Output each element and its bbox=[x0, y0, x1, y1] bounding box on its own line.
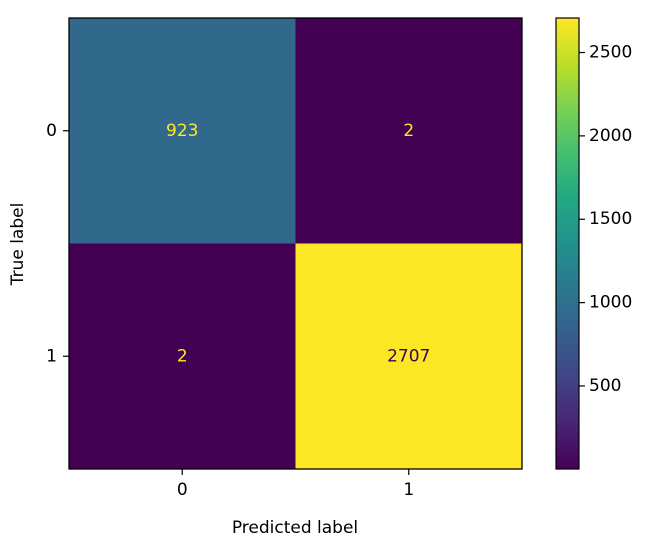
cell-value-label: 2707 bbox=[387, 346, 430, 366]
cell-value-label: 2 bbox=[403, 121, 414, 141]
colorbar-tick-label: 1500 bbox=[589, 209, 632, 229]
x-tick-label: 0 bbox=[177, 480, 188, 500]
cell-value-label: 2 bbox=[177, 346, 188, 366]
heatmap-cells bbox=[69, 18, 523, 470]
colorbar-tick-label: 1000 bbox=[589, 293, 632, 313]
heatmap-cell bbox=[295, 18, 523, 244]
y-tick-label: 1 bbox=[46, 346, 57, 366]
colorbar: 500 1000 1500 2000 2500 bbox=[555, 17, 632, 470]
colorbar-frame bbox=[555, 17, 580, 470]
colorbar-tick-label: 500 bbox=[589, 376, 621, 396]
y-axis: 0 1 True label bbox=[8, 121, 69, 366]
x-axis-label: Predicted label bbox=[232, 518, 358, 538]
colorbar-tick-label: 2500 bbox=[589, 43, 632, 63]
plot-frame bbox=[68, 17, 523, 470]
y-tick-label: 0 bbox=[46, 121, 57, 141]
heatmap-cell bbox=[69, 18, 296, 244]
x-axis: 0 1 Predicted label bbox=[177, 469, 414, 538]
cell-value-label: 923 bbox=[166, 121, 198, 141]
y-axis-label: True label bbox=[8, 203, 28, 287]
colorbar-gradient bbox=[556, 18, 579, 469]
x-tick-label: 1 bbox=[403, 480, 414, 500]
colorbar-tick-label: 2000 bbox=[589, 126, 632, 146]
heatmap-cell bbox=[295, 243, 523, 470]
heatmap-cell bbox=[69, 243, 296, 470]
